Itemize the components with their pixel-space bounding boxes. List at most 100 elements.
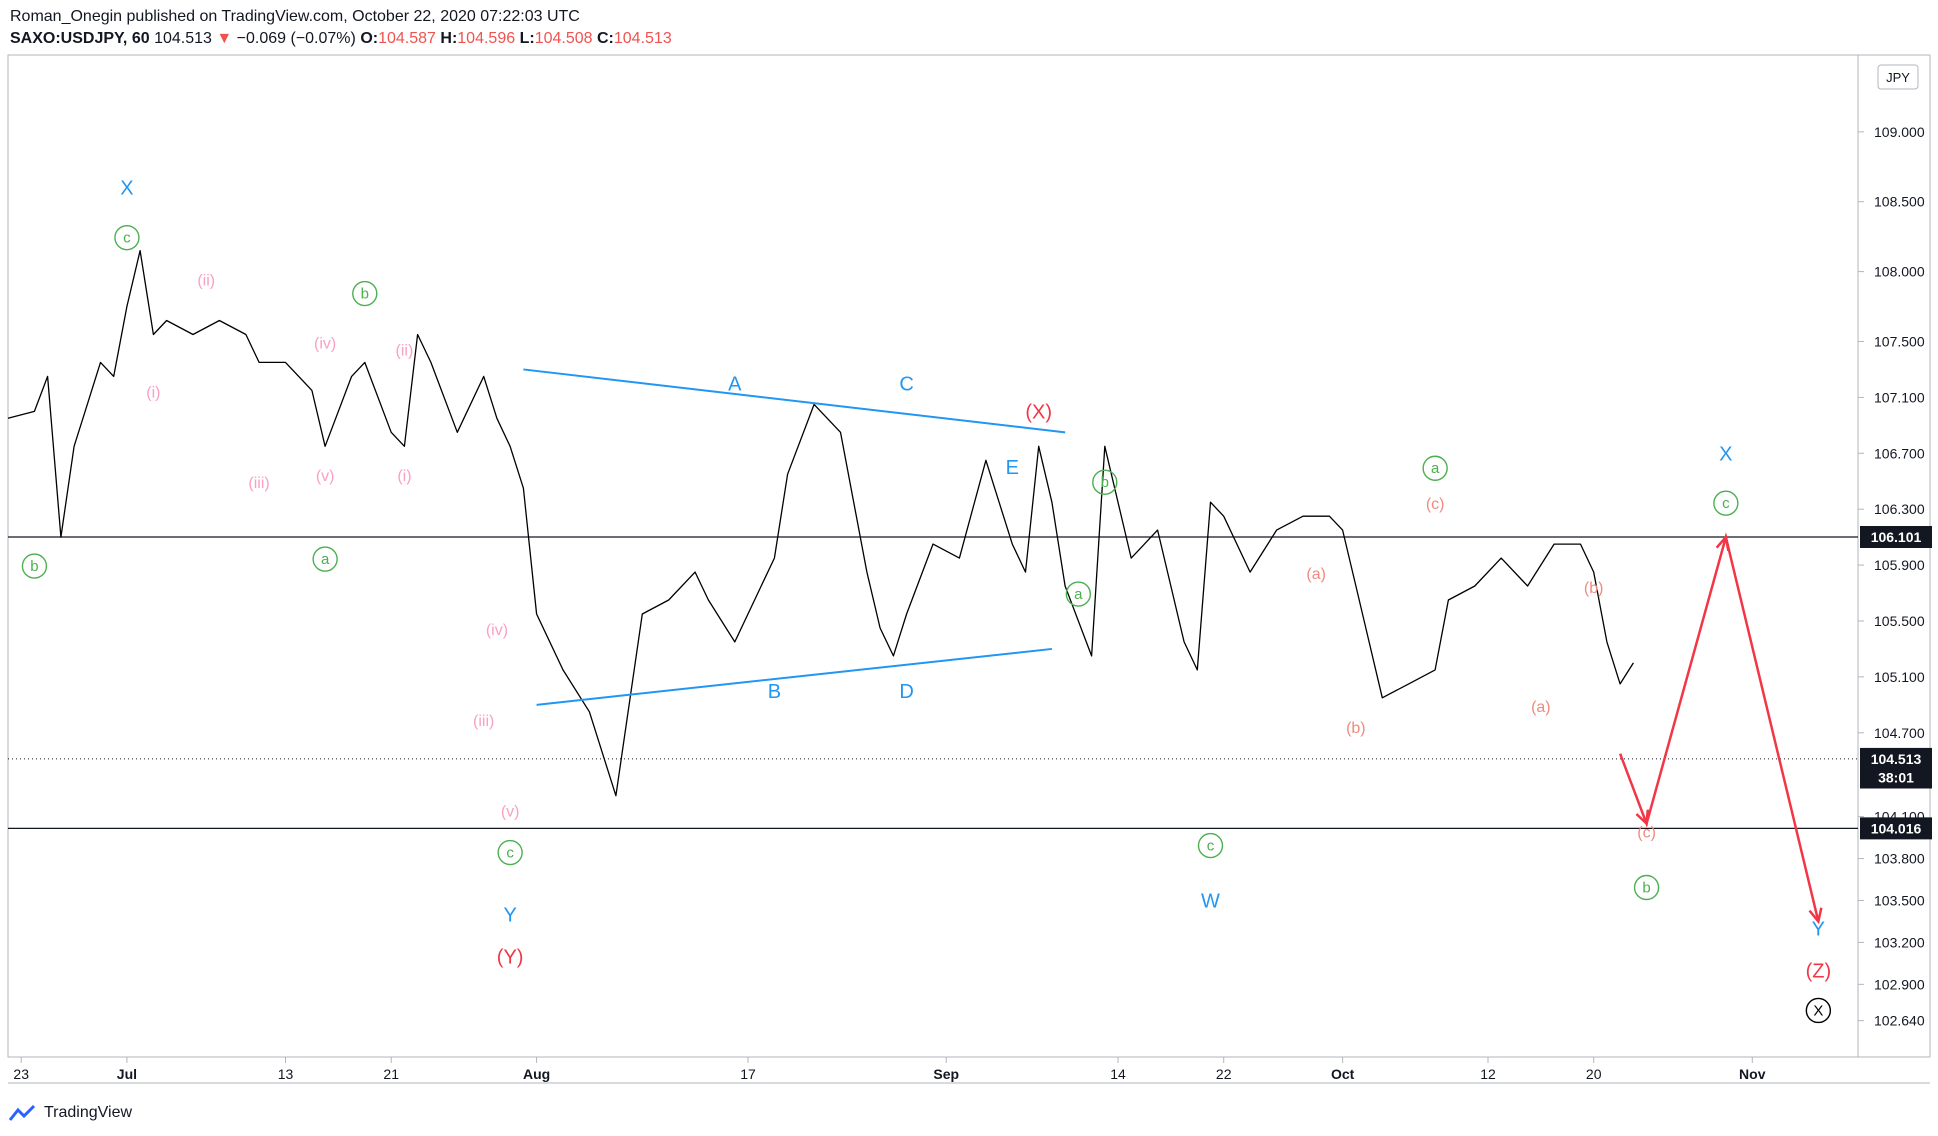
wave-label: B [768,681,781,703]
wave-label: (iv) [486,622,508,639]
price-axis-label: 104.513 [1871,751,1922,767]
wave-label: (i) [397,468,411,485]
wave-label: b [30,558,38,575]
wave-label: (Y) [497,946,524,968]
y-tick-label: 106.700 [1874,445,1925,461]
publisher-line: Roman_Onegin published on TradingView.co… [10,8,580,25]
price-change: −0.069 (−0.07%) [236,30,356,47]
wave-label: (iii) [473,713,494,730]
y-tick-label: 108.500 [1874,194,1925,210]
wave-circle-marker [1633,874,1660,901]
wave-circle-marker [497,839,523,866]
close-value: 104.513 [613,30,672,47]
y-tick-label: 109.000 [1874,124,1925,140]
low-value: 104.508 [534,30,593,47]
open-label: O: [360,30,379,47]
x-tick-label: Oct [1331,1066,1355,1082]
x-tick-label: Jul [117,1066,137,1082]
wave-label: X [1719,443,1732,465]
plot-frame [7,54,1859,1058]
currency-badge [1877,64,1919,90]
price-axis-label-bg [1860,747,1932,770]
y-tick-label: 103.500 [1874,892,1925,908]
wave-circle-marker [1805,997,1832,1024]
wave-circle-marker [114,224,140,251]
x-tick-label: Nov [1739,1066,1766,1082]
x-tick-label: 12 [1480,1066,1496,1082]
x-tick-label: 20 [1586,1066,1602,1082]
wave-label: (X) [1025,401,1052,423]
wave-label: (i) [146,384,160,401]
open-value: 104.587 [378,30,436,47]
trendline [536,647,1053,706]
wave-label: (c) [1637,825,1656,842]
wave-label: E [1006,457,1019,479]
wave-label: b [361,286,369,303]
wave-label: Y [503,904,516,926]
footer: TradingView [8,1104,132,1122]
wave-label: (v) [501,804,520,821]
footer-brand: TradingView [44,1104,133,1121]
arrow-head [1635,809,1650,827]
y-tick-label: 103.200 [1874,934,1925,950]
price-axis-frame [1857,54,1931,1058]
wave-label: X [120,178,133,200]
x-tick-label: Aug [523,1066,550,1082]
wave-label: D [899,681,913,703]
trendline [523,368,1066,434]
arrow-head [1808,907,1823,925]
y-tick-label: 102.900 [1874,976,1925,992]
price-axis-label-bg [1860,525,1932,548]
wave-label: (a) [1531,699,1551,716]
y-tick-label: 105.100 [1874,669,1925,685]
chart-header: Roman_Onegin published on TradingView.co… [10,6,672,50]
wave-circle-marker [312,546,338,572]
wave-label: (b) [1584,580,1604,597]
wave-label: A [728,373,742,395]
wave-label: b [1642,879,1650,896]
wave-label: X [1813,1002,1823,1019]
y-tick-label: 107.500 [1874,333,1925,349]
wave-label: Y [1812,918,1825,940]
close-label: C: [596,30,614,47]
price-axis-label: 106.101 [1871,529,1922,545]
forecast-path [1618,532,1820,922]
price-axis-label-bg [1860,817,1932,840]
x-tick-label: 14 [1110,1066,1126,1082]
x-tick-label: 22 [1216,1066,1232,1082]
high-value: 104.596 [457,30,516,47]
wave-label: (ii) [197,273,215,290]
wave-label: b [1101,474,1109,491]
wave-circle-marker [1092,469,1118,495]
wave-circle-marker [1197,832,1224,859]
symbol-label: SAXO:USDJPY, 60 [10,30,150,47]
currency-label: JPY [1886,70,1910,85]
wave-circle-marker [1422,455,1448,481]
arrow-head [1715,534,1730,552]
wave-label: (iii) [248,475,269,492]
wave-label: a [321,551,330,568]
high-label: H: [440,30,458,47]
wave-label: c [1722,495,1730,512]
wave-circle-marker [1065,581,1092,607]
wave-label: a [1074,586,1083,603]
wave-label: W [1201,890,1220,912]
price-axis-label: 38:01 [1878,770,1914,786]
x-tick-label: 23 [13,1066,29,1082]
price-axis-label-bg [1860,766,1932,789]
wave-circle-marker [21,553,48,579]
wave-label: (Z) [1806,960,1832,982]
x-tick-label: 17 [740,1066,756,1082]
wave-label: (v) [316,468,335,485]
low-label: L: [519,30,535,47]
wave-label: (ii) [396,342,414,359]
price-axis-label: 104.016 [1871,820,1922,836]
y-tick-label: 108.000 [1874,264,1925,280]
wave-label: c [1207,838,1215,855]
y-tick-label: 103.800 [1874,851,1925,867]
wave-label: c [123,230,131,247]
wave-label: c [506,845,514,862]
down-arrow-icon: ▼ [216,30,233,47]
wave-label: (c) [1426,496,1445,513]
